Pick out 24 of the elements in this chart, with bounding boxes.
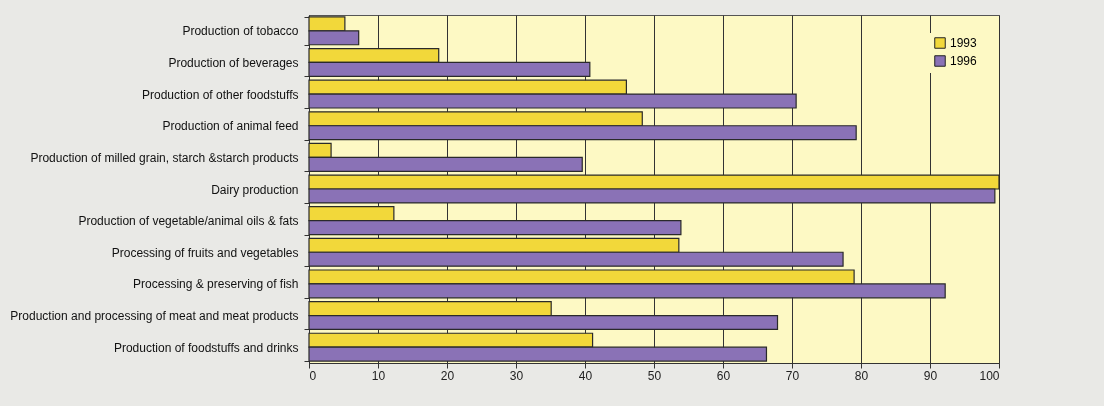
y-tick-label: Production of tobacco bbox=[182, 24, 299, 39]
y-tick-label: Processing & preserving of fish bbox=[133, 277, 299, 292]
x-tick-label: 30 bbox=[509, 368, 524, 383]
x-tick-label: 60 bbox=[716, 368, 731, 383]
y-tick-label: Production of milled grain, starch &starch products bbox=[30, 150, 299, 165]
legend-label: 1993 bbox=[950, 36, 978, 50]
y-tick-label: Production of vegetable/animal oils & fats bbox=[78, 214, 299, 229]
x-tick-label: 40 bbox=[578, 368, 593, 383]
y-tick-label: Production of beverages bbox=[168, 55, 299, 70]
x-tick-label: 100 bbox=[979, 368, 1000, 383]
x-tick-label: 0 bbox=[309, 368, 317, 383]
y-tick-label: Dairy production bbox=[211, 182, 299, 197]
y-tick-label: Processing of fruits and vegetables bbox=[111, 245, 299, 260]
x-tick-label: 10 bbox=[371, 368, 386, 383]
x-tick-label: 50 bbox=[647, 368, 662, 383]
x-tick-label: 70 bbox=[785, 368, 800, 383]
y-tick-label: Production of other foodstuffs bbox=[141, 87, 299, 102]
x-tick-label: 20 bbox=[440, 368, 455, 383]
x-tick-label: 80 bbox=[854, 368, 869, 383]
y-tick-label: Production of animal feed bbox=[162, 119, 299, 134]
y-tick-label: Production and processing of meat and meat products bbox=[10, 309, 299, 324]
y-tick-label: Production of foodstuffs and drinks bbox=[113, 340, 299, 355]
x-tick-label: 90 bbox=[923, 368, 938, 383]
legend-label: 1996 bbox=[950, 54, 978, 68]
